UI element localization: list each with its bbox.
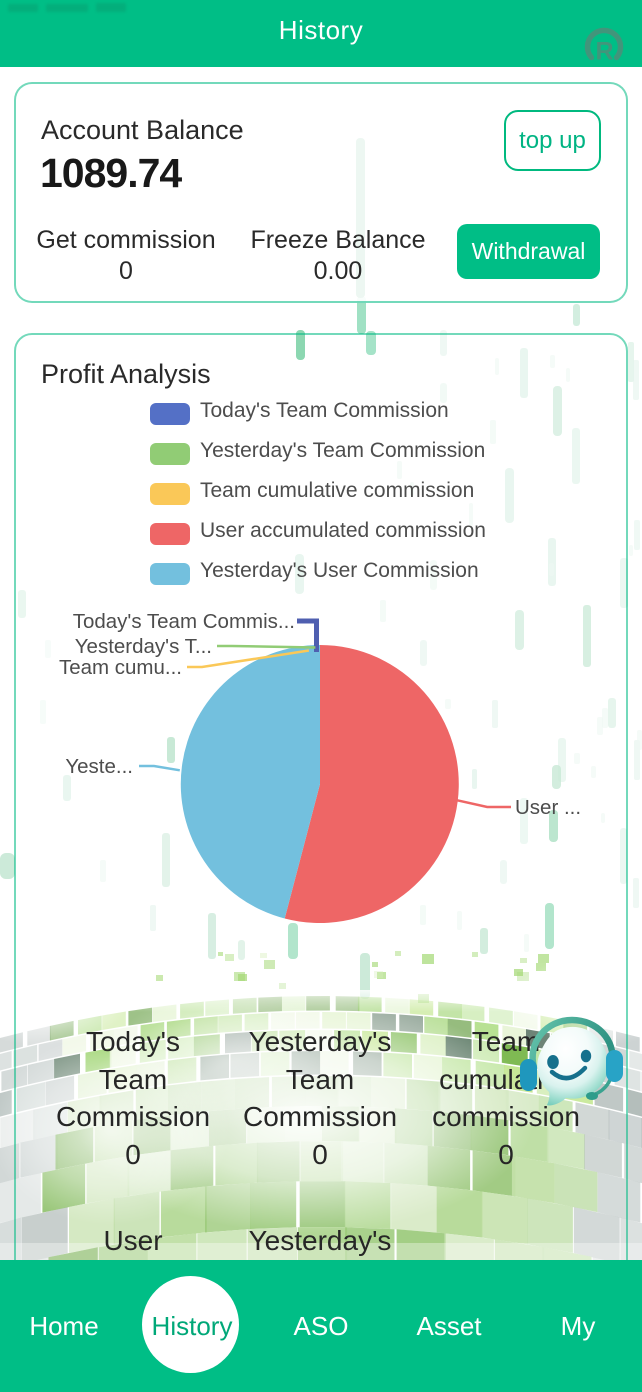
svg-text:Team cumu...: Team cumu... (59, 656, 182, 679)
svg-text:R: R (595, 38, 613, 66)
svg-text:User ...: User ... (515, 796, 581, 819)
svg-text:Yeste...: Yeste... (65, 755, 133, 778)
svg-text:Yesterday's T...: Yesterday's T... (75, 635, 212, 658)
svg-text:Today's Team Commis...: Today's Team Commis... (73, 610, 295, 633)
